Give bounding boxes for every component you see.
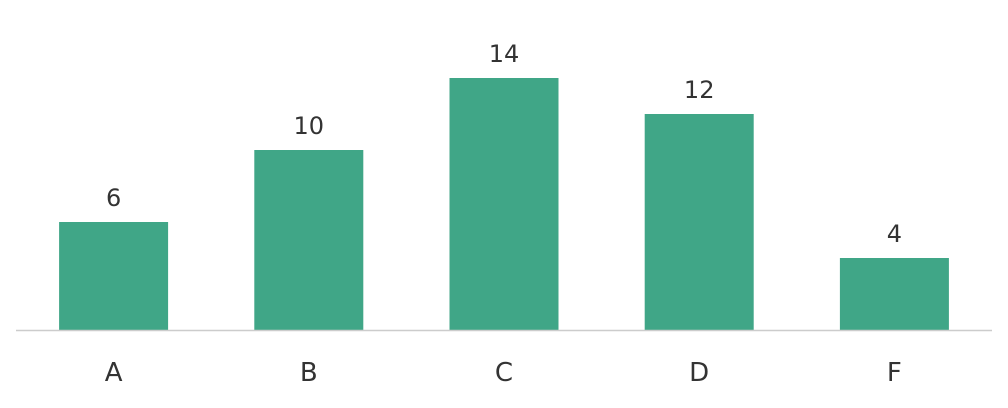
value-label-f: 4 <box>887 220 902 248</box>
bar-c <box>449 78 559 330</box>
value-label-c: 14 <box>489 40 520 68</box>
x-tick-label-b: B <box>300 358 318 388</box>
value-labels-layer: 6 10 14 12 4 <box>106 40 902 248</box>
value-label-a: 6 <box>106 184 121 212</box>
bars-layer <box>59 78 949 330</box>
value-label-d: 12 <box>684 76 715 104</box>
x-tick-label-d: D <box>689 358 709 388</box>
bar-d <box>644 114 754 330</box>
x-tick-label-f: F <box>887 358 902 388</box>
x-tick-label-a: A <box>105 358 123 388</box>
value-label-b: 10 <box>294 112 325 140</box>
x-tick-label-c: C <box>495 358 513 388</box>
bar-b <box>254 150 364 330</box>
bar-a <box>59 222 169 330</box>
bar-f <box>839 258 949 330</box>
